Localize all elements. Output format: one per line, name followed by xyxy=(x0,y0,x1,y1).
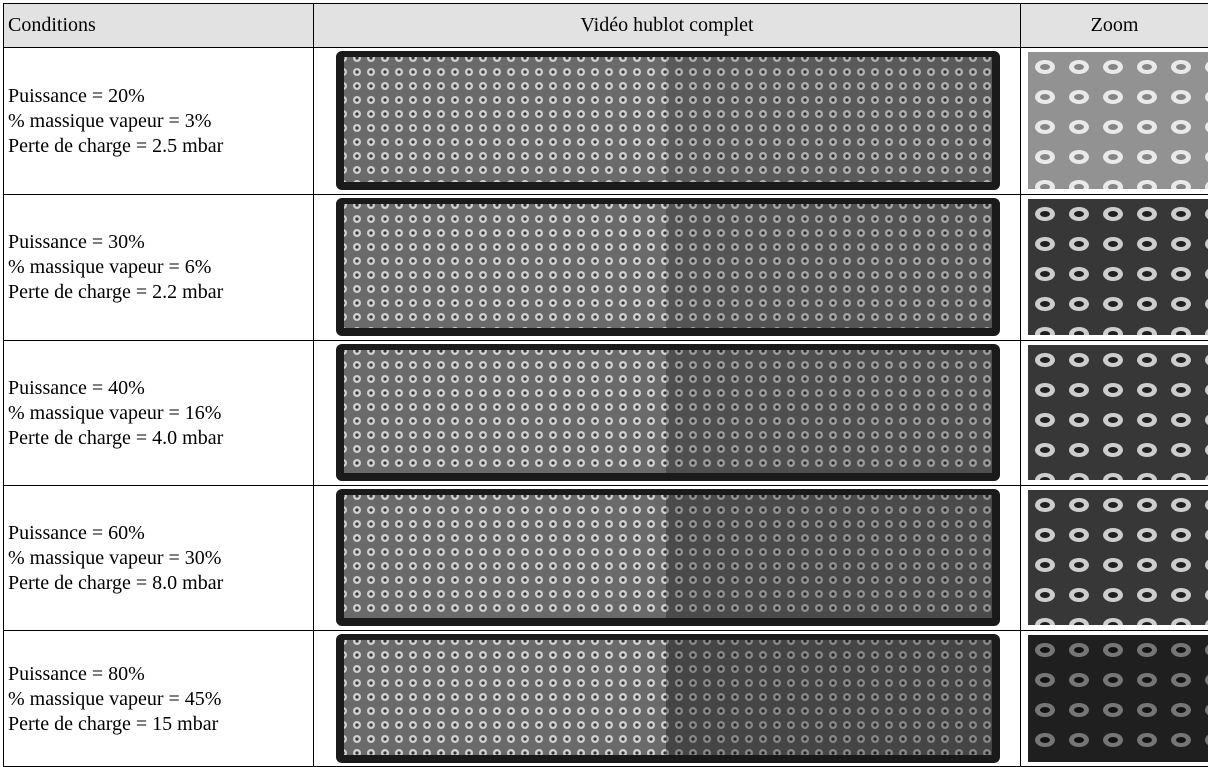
header-cell: Conditions xyxy=(3,3,313,47)
conditions-cell: Puissance = 40%% massique vapeur = 16% Pe… xyxy=(3,340,313,485)
header-cell: Vidéo hublot complet xyxy=(313,3,1020,47)
row-border xyxy=(3,630,1208,631)
zoom-image xyxy=(1028,52,1208,189)
row-border xyxy=(3,194,1208,195)
condition-line: Puissance = 80% xyxy=(8,662,145,685)
condition-line: % massique vapeur = 6% xyxy=(8,256,212,278)
row-border xyxy=(3,47,1208,48)
condition-line: % massique vapeur = 30% xyxy=(8,546,222,569)
shade xyxy=(666,204,992,328)
window xyxy=(344,640,992,755)
zoom-shade xyxy=(1028,490,1208,625)
window xyxy=(344,204,992,328)
zoom-shade xyxy=(1028,345,1208,480)
header-cell: Zoom xyxy=(1020,3,1208,47)
zoom-area xyxy=(1028,52,1208,189)
video-image xyxy=(336,51,1000,190)
zoom-shade xyxy=(1028,635,1208,762)
zoom-shade xyxy=(1028,52,1208,189)
condition-line: % massique vapeur = 3% xyxy=(8,109,212,132)
zoom-area xyxy=(1028,199,1208,335)
window xyxy=(344,350,992,473)
condition-line: Perte de charge = 2.5 mbar xyxy=(8,134,224,157)
video-image xyxy=(336,198,1000,336)
zoom-image xyxy=(1028,345,1208,480)
shade xyxy=(666,495,992,618)
window xyxy=(344,57,992,182)
condition-line: % massique vapeur = 16% xyxy=(8,401,222,424)
condition-line: Puissance = 20% xyxy=(8,84,145,107)
zoom-shade xyxy=(1028,199,1208,335)
window xyxy=(344,495,992,618)
condition-line: Perte de charge = 4.0 mbar xyxy=(8,426,224,449)
video-image xyxy=(336,489,1000,626)
row-border xyxy=(3,340,1208,341)
zoom-image xyxy=(1028,199,1208,335)
shade xyxy=(666,57,992,182)
zoom-area xyxy=(1028,345,1208,480)
conditions-cell: Puissance = 60%% massique vapeur = 30% Pe… xyxy=(3,485,313,630)
video-image xyxy=(336,634,1000,763)
condition-line: Puissance = 30% xyxy=(8,231,145,253)
condition-line: % massique vapeur = 45% xyxy=(8,687,222,710)
shade xyxy=(666,350,992,473)
zoom-area xyxy=(1028,635,1208,762)
conditions-cell: Puissance = 30% % massique vapeur = 6% Per… xyxy=(3,194,313,340)
condition-line: Perte de charge = 15 mbar xyxy=(8,712,219,735)
condition-line: Puissance = 60% xyxy=(8,521,145,544)
condition-line: Perte de charge = 8.0 mbar xyxy=(8,571,224,594)
shade xyxy=(666,640,992,755)
zoom-image xyxy=(1028,490,1208,625)
row-border xyxy=(3,485,1208,486)
conditions-cell: Puissance = 20%% massique vapeur = 3% Per… xyxy=(3,47,313,194)
video-image xyxy=(336,344,1000,481)
condition-line: Puissance = 40% xyxy=(8,376,145,399)
zoom-area xyxy=(1028,490,1208,625)
zoom-image xyxy=(1028,635,1208,762)
conditions-cell: Puissance = 80%% massique vapeur = 45% Pe… xyxy=(3,630,313,767)
condition-line: Perte de charge = 2.2 mbar xyxy=(8,281,224,303)
row-border xyxy=(3,3,1208,4)
